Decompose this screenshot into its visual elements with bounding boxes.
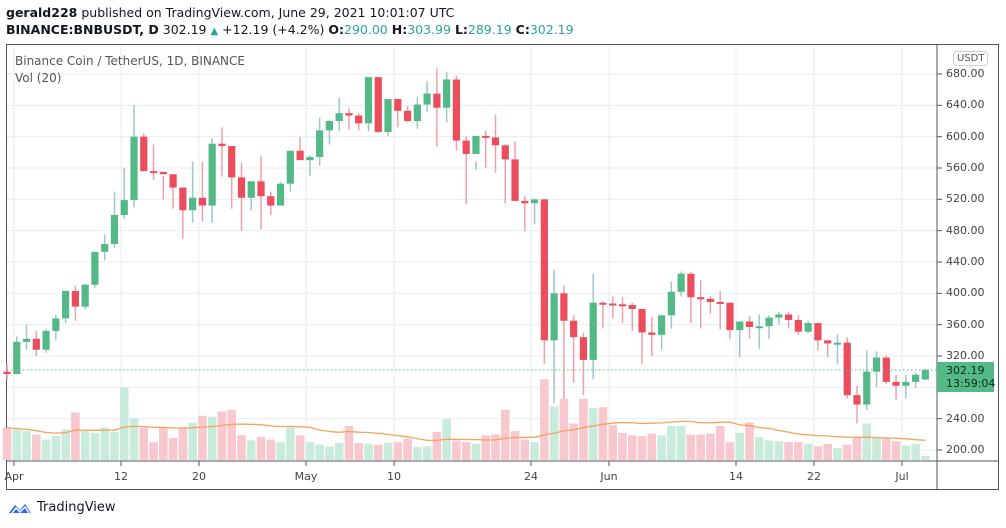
brand-name: TradingView	[37, 500, 116, 515]
price-tick-label: 400.00	[946, 286, 985, 300]
price-tick-label: 200.00	[946, 442, 985, 456]
price-change: +12.19 (+4.2%)	[222, 22, 325, 37]
currency-badge[interactable]: USDT	[953, 51, 989, 66]
volume-indicator-label[interactable]: Vol (20)	[15, 71, 62, 85]
last-price-label: 302.19 13:59:04	[937, 362, 996, 392]
close-label: C:	[515, 22, 530, 37]
price-tick-label: 600.00	[946, 129, 985, 143]
high-value: 303.99	[407, 22, 451, 37]
time-tick-label: 24	[524, 470, 538, 483]
time-tick-label: May	[294, 470, 318, 483]
up-triangle-icon: ▲	[210, 26, 219, 37]
low-label: L:	[454, 22, 468, 37]
tradingview-logo[interactable]: TradingView	[7, 500, 116, 515]
price-tick-label: 240.00	[946, 411, 985, 425]
price-tick-label: 480.00	[946, 223, 985, 237]
publish-text: published on TradingView.com, June 29, 2…	[77, 5, 455, 20]
time-tick-label: 10	[387, 470, 401, 483]
open-value: 290.00	[344, 22, 388, 37]
bar-countdown: 13:59:04	[946, 377, 996, 390]
low-value: 289.19	[467, 22, 512, 37]
high-label: H:	[391, 22, 408, 37]
last-price: 302.19	[162, 22, 207, 37]
time-tick-label: 20	[192, 470, 206, 483]
price-tick-label: 640.00	[946, 98, 985, 112]
symbol-line: BINANCE:BNBUSDT, D 302.19 ▲ +12.19 (+4.2…	[6, 21, 574, 40]
time-tick-label: 22	[807, 470, 821, 483]
publish-header: gerald228 published on TradingView.com, …	[6, 4, 574, 40]
price-tick-label: 680.00	[946, 67, 985, 80]
time-tick-label: 14	[729, 470, 743, 483]
series-title: Binance Coin / TetherUS, 1D, BINANCE	[15, 54, 245, 68]
publish-line: gerald228 published on TradingView.com, …	[6, 4, 574, 21]
price-tick-label: 520.00	[946, 192, 985, 206]
time-tick-label: 12	[114, 470, 128, 483]
publisher-name[interactable]: gerald228	[6, 5, 78, 20]
symbol-label: BINANCE:BNBUSDT, D	[6, 22, 159, 37]
time-tick-label: Jul	[895, 470, 909, 483]
time-tick-label: Apr	[4, 470, 24, 483]
price-tick-label: 440.00	[946, 254, 985, 268]
close-value: 302.19	[529, 22, 574, 37]
time-tick-label: Jun	[600, 470, 618, 483]
price-tick-label: 320.00	[946, 348, 985, 362]
open-label: O:	[328, 22, 344, 37]
price-tick-label: 560.00	[946, 160, 985, 174]
chart-frame[interactable]	[6, 44, 999, 490]
tradingview-cloud-icon	[9, 503, 31, 513]
chart-legend: Binance Coin / TetherUS, 1D, BINANCE Vol…	[15, 53, 245, 87]
last-price-value: 302.19	[946, 364, 985, 377]
price-tick-label: 360.00	[946, 317, 985, 331]
